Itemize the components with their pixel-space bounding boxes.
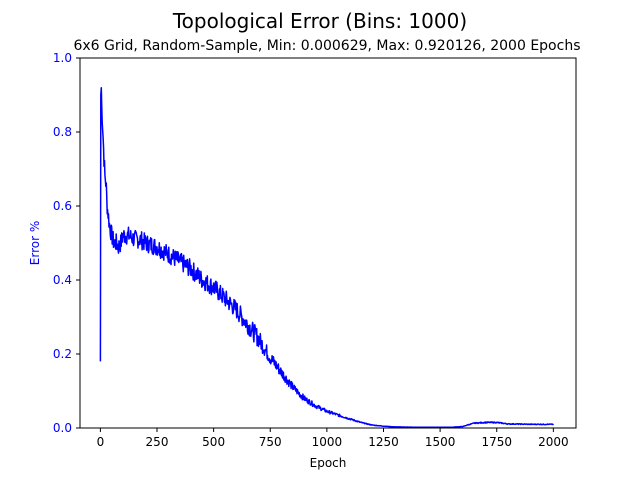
x-tick-label: 1500 — [425, 435, 456, 449]
x-tick-label: 0 — [97, 435, 105, 449]
plot-area — [99, 87, 554, 429]
plot-frame — [79, 57, 577, 429]
y-tick-label: 0.8 — [53, 125, 72, 139]
x-tick-label: 500 — [202, 435, 225, 449]
chart-subtitle: 6x6 Grid, Random-Sample, Min: 0.000629, … — [73, 38, 580, 54]
x-axis: 0 250 500 750 1000 1250 1500 1750 2000 — [97, 428, 569, 449]
y-tick-label: 0.6 — [53, 199, 72, 213]
x-tick-label: 1750 — [481, 435, 512, 449]
y-axis-label: Error % — [28, 221, 42, 265]
series-line — [99, 87, 554, 429]
y-axis: 0.0 0.2 0.4 0.6 0.8 1.0 — [53, 51, 80, 435]
chart-title: Topological Error (Bins: 1000) — [172, 9, 467, 33]
y-tick-label: 1.0 — [53, 51, 72, 65]
y-tick-label: 0.0 — [53, 421, 72, 435]
x-tick-label: 2000 — [538, 435, 569, 449]
x-tick-label: 750 — [259, 435, 282, 449]
y-tick-label: 0.4 — [53, 273, 72, 287]
x-tick-label: 250 — [146, 435, 169, 449]
x-tick-label: 1250 — [368, 435, 399, 449]
x-tick-label: 1000 — [312, 435, 343, 449]
y-tick-label: 0.2 — [53, 347, 72, 361]
x-axis-label: Epoch — [310, 456, 347, 470]
